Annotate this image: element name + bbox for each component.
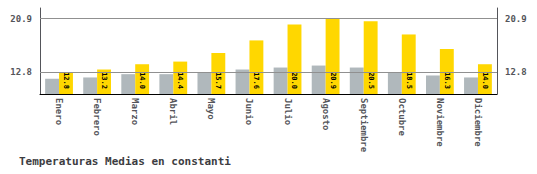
svg-text:Marzo: Marzo — [130, 98, 140, 125]
svg-text:Noviembre: Noviembre — [435, 98, 445, 147]
svg-text:20.5: 20.5 — [367, 72, 375, 89]
svg-text:20.0: 20.0 — [290, 72, 298, 89]
svg-text:16.3: 16.3 — [443, 72, 451, 89]
svg-text:Junio: Junio — [244, 98, 254, 125]
svg-text:14.4: 14.4 — [176, 72, 184, 89]
svg-text:Julio: Julio — [283, 98, 293, 125]
svg-text:20.9: 20.9 — [10, 14, 32, 24]
svg-text:12.8: 12.8 — [62, 72, 70, 89]
svg-text:13.2: 13.2 — [100, 72, 108, 89]
svg-text:Mayo: Mayo — [206, 98, 216, 120]
svg-text:18.5: 18.5 — [405, 72, 413, 89]
svg-text:Febrero: Febrero — [92, 98, 102, 136]
svg-text:Agosto: Agosto — [321, 98, 331, 131]
svg-text:12.8: 12.8 — [10, 67, 32, 77]
svg-text:Septiembre: Septiembre — [359, 98, 369, 153]
svg-text:Diciembre: Diciembre — [473, 98, 483, 147]
svg-text:14.0: 14.0 — [138, 72, 146, 89]
svg-text:20.9: 20.9 — [505, 14, 527, 24]
svg-text:12.8: 12.8 — [505, 67, 527, 77]
svg-text:14.0: 14.0 — [481, 72, 489, 89]
svg-text:Abril: Abril — [168, 98, 178, 125]
svg-text:17.6: 17.6 — [252, 72, 260, 89]
svg-text:Octubre: Octubre — [397, 98, 407, 137]
svg-text:15.7: 15.7 — [214, 72, 222, 89]
svg-text:Enero: Enero — [54, 98, 64, 125]
svg-text:Temperaturas Medias en constan: Temperaturas Medias en constanti — [19, 155, 231, 168]
svg-text:20.9: 20.9 — [329, 72, 337, 89]
